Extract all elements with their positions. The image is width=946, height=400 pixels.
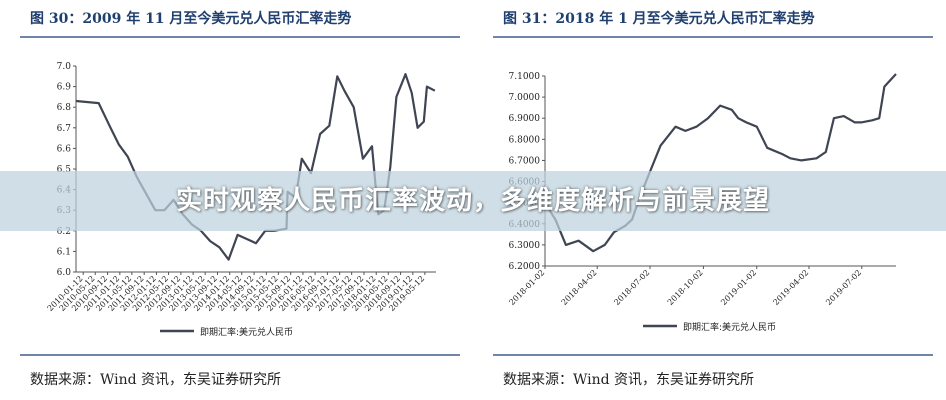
bottom-rule [493,354,933,356]
y-tick-label: 6.6 [57,144,72,154]
data-source: 数据来源：Wind 资讯，东吴证券研究所 [30,372,282,388]
figure-title: 图 31：2018 年 1 月至今美元兑人民币汇率走势 [503,11,815,27]
exchange-rate-chart-2009: 6.06.16.26.36.46.56.66.76.86.97.02010-01… [46,62,436,338]
top-rule [20,36,460,38]
y-tick-label: 6.7 [57,124,72,134]
data-source: 数据来源：Wind 资讯，东吴证券研究所 [503,372,755,388]
y-tick-label: 6.0 [57,268,72,278]
y-tick-label: 6.8 [57,103,72,113]
figure-panel-left: 图 30：2009 年 11 月至今美元兑人民币汇率走势 6.0 6.1 6.2 6.… [20,11,460,388]
y-tick-label: 6.2000 [509,262,541,272]
top-rule [493,36,933,38]
y-tick-label: 7.1000 [509,72,541,82]
y-tick-label: 6.2 [57,227,71,237]
headline-banner [0,171,946,231]
x-tick-label: 2018-07-02 [612,268,651,307]
y-tick-label: 6.1 [57,247,71,257]
figure-panel-right: 图 31：2018 年 1 月至今美元兑人民币汇率走势 6.2000 6.3000… [473,0,946,400]
figure-title: 图 30：2009 年 11 月至今美元兑人民币汇率走势 [30,11,352,27]
bottom-rule [20,354,460,356]
x-tick-label: 2018-04-02 [560,268,599,307]
y-tick-label: 6.7000 [509,156,541,166]
legend-label: 即期汇率:美元兑人民币 [683,321,776,333]
x-tick-label: 2019-01-02 [719,268,758,307]
x-tick-label: 2018-01-02 [507,268,546,307]
y-tick-label: 6.3000 [509,241,541,251]
y-tick-label: 6.9000 [509,114,541,124]
x-tick-label: 2019-04-02 [771,268,810,307]
headline-text: 实时观察人民币汇率波动，多维度解析与前景展望 [175,186,770,216]
y-tick-label: 7.0000 [509,93,541,103]
series-line [544,73,897,253]
y-tick-label: 6.5 [57,165,72,175]
y-tick-label: 7.0 [57,62,72,72]
x-tick-label: 2018-10-02 [666,268,705,307]
y-tick-label: 6.9 [57,83,72,93]
series-line [75,73,436,261]
exchange-rate-chart-2018: 6.20006.30006.40006.50006.60006.70006.80… [507,72,897,333]
x-tick-label: 2019-07-02 [824,268,863,307]
legend-label: 即期汇率:美元兑人民币 [200,326,293,338]
y-tick-label: 6.8000 [509,135,541,145]
